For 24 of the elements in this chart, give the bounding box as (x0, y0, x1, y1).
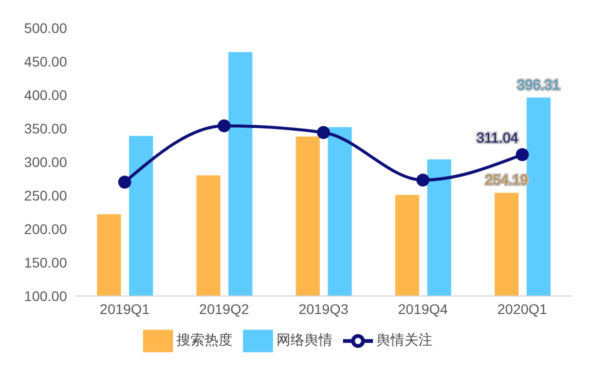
x-tick-label: 2019Q3 (298, 300, 349, 317)
y-tick-label: 150.00 (24, 254, 68, 270)
x-tick-label: 2019Q2 (199, 300, 250, 317)
y-tick-label: 100.00 (24, 288, 68, 304)
x-tick-label: 2019Q1 (100, 300, 150, 317)
y-tick-label: 300.00 (24, 154, 68, 170)
legend-label: 搜索热度 (176, 332, 232, 348)
point (317, 126, 330, 140)
y-tick-label: 450.00 (24, 53, 68, 70)
data-label: 311.04 (476, 130, 519, 146)
y-tick-label: 200.00 (24, 220, 68, 237)
point (218, 119, 231, 132)
legend-label: 网络舆情 (276, 332, 332, 348)
x-tick-label: 2019Q4 (398, 300, 448, 317)
point (118, 176, 132, 189)
y-tick-label: 250.00 (24, 187, 68, 204)
x-tick-label: 2020Q1 (497, 300, 548, 317)
y-tick-label: 500.00 (24, 20, 68, 36)
legend-label: 舆情关注 (376, 332, 432, 348)
point (416, 174, 430, 187)
data-label: 396.31 (517, 76, 560, 92)
y-tick-label: 350.00 (24, 120, 68, 136)
y-tick-label: 400.00 (24, 86, 68, 103)
point (516, 148, 529, 162)
